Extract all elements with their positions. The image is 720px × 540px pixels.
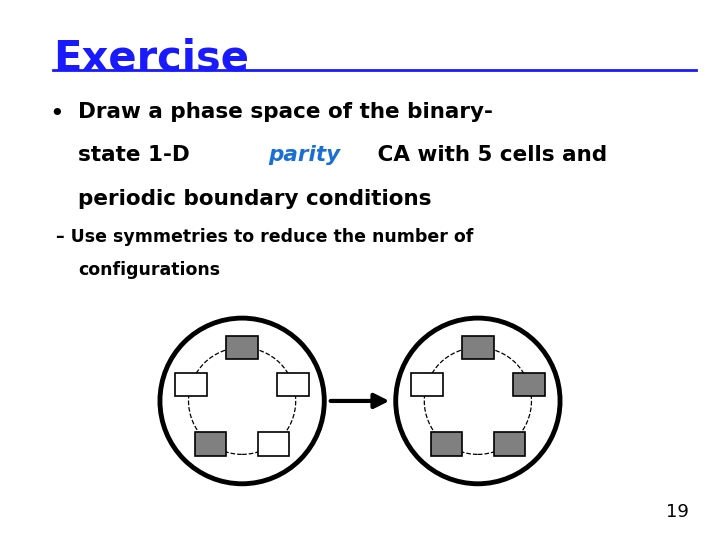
Text: parity: parity	[269, 145, 341, 165]
Text: – Use symmetries to reduce the number of: – Use symmetries to reduce the number of	[56, 228, 474, 246]
Bar	[462, 336, 494, 359]
Bar	[176, 373, 207, 396]
Bar	[258, 433, 289, 456]
Bar	[277, 373, 309, 396]
Bar	[513, 373, 544, 396]
Bar	[195, 433, 226, 456]
Bar	[411, 373, 443, 396]
Text: periodic boundary conditions: periodic boundary conditions	[78, 190, 431, 210]
Bar	[494, 433, 525, 456]
Text: CA with 5 cells and: CA with 5 cells and	[369, 145, 607, 165]
Text: configurations: configurations	[78, 261, 220, 279]
Text: Exercise: Exercise	[53, 37, 249, 79]
Text: Draw a phase space of the binary-: Draw a phase space of the binary-	[78, 102, 492, 122]
Text: 19: 19	[666, 503, 688, 521]
Bar	[226, 336, 258, 359]
Bar	[431, 433, 462, 456]
Text: •: •	[49, 102, 64, 126]
Text: state 1-D: state 1-D	[78, 145, 197, 165]
